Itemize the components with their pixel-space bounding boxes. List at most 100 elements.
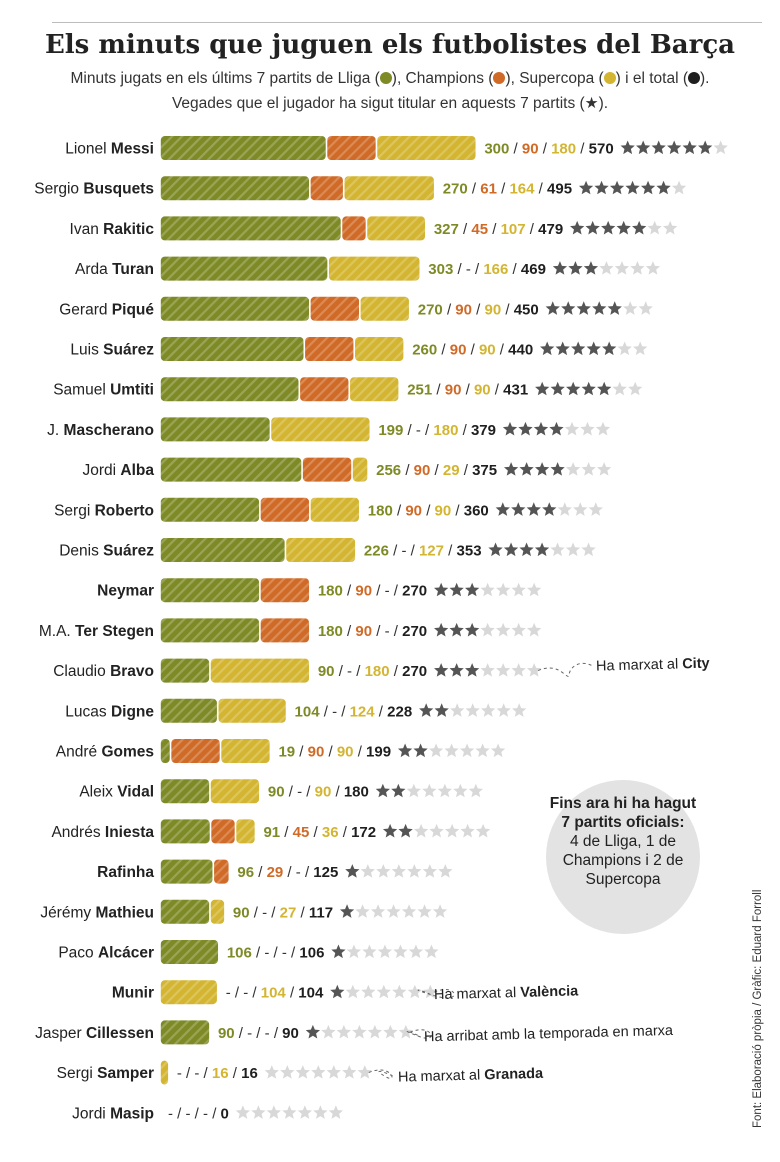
star-empty	[647, 220, 662, 235]
player-name: J. Mascherano	[47, 422, 154, 439]
player-last-name: Neymar	[97, 583, 154, 600]
star-empty	[496, 582, 511, 597]
player-last-name: Suárez	[103, 342, 154, 359]
player-last-name: Munir	[112, 985, 154, 1002]
value-separator: /	[267, 904, 280, 921]
star-empty	[406, 783, 421, 798]
star-empty	[393, 944, 408, 959]
value-separator: /	[460, 462, 473, 479]
star-filled	[434, 663, 449, 677]
star-empty	[511, 663, 526, 677]
value-part: -	[265, 1025, 270, 1042]
value-part: 90	[435, 502, 452, 519]
value-part: 36	[322, 824, 339, 841]
value-separator: /	[199, 1065, 212, 1082]
subtitle-legend: Minuts jugats en els últims 7 partits de…	[0, 70, 780, 88]
player-name: Arda Turan	[75, 261, 154, 278]
star-empty	[423, 984, 438, 999]
star-filled	[305, 1024, 320, 1039]
value-separator: /	[389, 543, 402, 560]
bar-segment-lliga	[160, 578, 260, 603]
star-empty	[362, 944, 377, 959]
player-name: Aleix Vidal	[79, 784, 154, 801]
value-total: 270	[402, 663, 427, 680]
player-note: Ha arribat amb la temporada en marxa	[424, 1023, 674, 1046]
value-part: 164	[509, 181, 535, 198]
star-empty	[438, 864, 453, 878]
bar-segment-lliga	[160, 618, 260, 643]
star-filled	[419, 703, 434, 717]
star-empty	[346, 944, 362, 959]
player-last-name: Bravo	[110, 663, 154, 680]
star-empty	[429, 823, 444, 838]
bar-segment-champions	[302, 457, 352, 482]
star-empty	[564, 421, 580, 436]
player-name: Denis Suárez	[59, 543, 154, 560]
player-name: Sergi Roberto	[54, 502, 154, 519]
value-separator: /	[296, 904, 309, 921]
value-part: 180	[433, 422, 458, 439]
value-part: 90	[445, 382, 462, 399]
value-separator: /	[488, 221, 501, 238]
value-part: 90	[479, 342, 496, 359]
star-empty	[459, 743, 475, 758]
value-part: 90	[308, 744, 325, 761]
note-text-bold: City	[682, 656, 710, 673]
star-empty	[588, 502, 603, 516]
star-empty	[264, 1065, 279, 1079]
value-part: -	[177, 1065, 182, 1082]
star-filled	[656, 180, 671, 195]
player-name: Jérémy Mathieu	[40, 904, 154, 921]
value-total: 172	[351, 824, 376, 841]
value-label: 106 / - / - / 106	[227, 945, 325, 962]
star-empty	[361, 984, 376, 999]
note-text: Ha marxat al	[596, 656, 683, 674]
star-empty	[480, 622, 495, 637]
star-filled	[449, 582, 464, 597]
value-label: 96 / 29 / - / 125	[237, 864, 338, 881]
legend-dot-supercopa	[603, 72, 616, 84]
star-empty	[311, 1065, 326, 1079]
player-last-name: Iniesta	[105, 824, 154, 841]
note-text: Ha arribat amb la temporada en marxa	[424, 1023, 674, 1046]
player-last-name: Gomes	[101, 744, 154, 761]
value-part: -	[226, 985, 231, 1002]
star-empty	[460, 823, 475, 838]
player-name: Ivan Rakitic	[70, 221, 155, 238]
bar-segment-supercopa	[350, 377, 399, 402]
star-empty	[557, 502, 572, 516]
star-filled	[597, 381, 612, 396]
player-name: Sergio Busquets	[34, 181, 154, 198]
star-filled	[526, 502, 541, 516]
player-name: Andrés Iniesta	[51, 824, 154, 841]
value-separator: /	[458, 422, 471, 439]
value-part: 90	[355, 583, 372, 600]
player-first-name: Gerard	[59, 301, 112, 318]
star-empty	[465, 703, 480, 717]
value-part: 303	[428, 261, 453, 278]
value-separator: /	[451, 502, 464, 519]
star-empty	[573, 502, 588, 516]
value-part: -	[264, 945, 269, 962]
player-name: Jordi Masip	[72, 1105, 154, 1122]
star-empty	[282, 1105, 297, 1119]
star-empty	[367, 1024, 382, 1039]
bar-segment-champions	[211, 819, 235, 844]
player-row: Gerard Piqué 270 / 90 / 90 / 450	[59, 296, 653, 321]
star-filled	[534, 542, 550, 557]
star-empty	[630, 261, 645, 275]
star-empty	[391, 864, 406, 878]
value-part: 29	[267, 864, 284, 881]
star-filled	[667, 140, 682, 155]
star-filled	[545, 301, 560, 315]
player-last-name: Ter Stegen	[75, 623, 154, 640]
star-empty	[496, 622, 511, 637]
bar-segment-champions	[305, 337, 354, 361]
value-separator: /	[343, 583, 356, 600]
star-filled	[576, 301, 591, 315]
player-name: M.A. Ter Stegen	[39, 623, 154, 640]
star-filled	[434, 703, 449, 717]
bar-segment-champions	[310, 176, 343, 201]
value-part: 199	[378, 422, 403, 439]
value-separator: /	[343, 623, 356, 640]
